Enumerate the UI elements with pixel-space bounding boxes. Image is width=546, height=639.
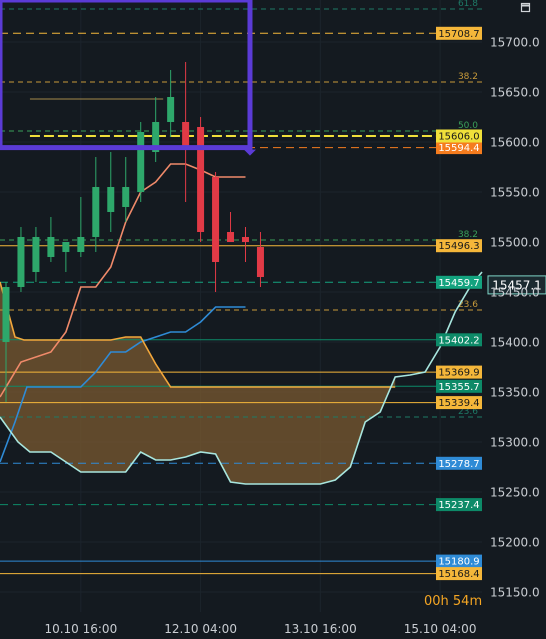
- candle-body: [167, 97, 175, 122]
- y-tick-label: 15500.0: [490, 236, 540, 250]
- candle-body: [62, 242, 70, 252]
- price-tag-label: 15168.4: [438, 569, 479, 580]
- zone-rectangle[interactable]: [0, 0, 253, 151]
- x-tick-label: 15.10 04:00: [404, 622, 477, 636]
- price-tag: [436, 275, 482, 289]
- fib-level-label: 23.6: [458, 407, 478, 417]
- y-tick-label: 15350.0: [490, 386, 540, 400]
- ichimoku-cloud-layer: [0, 282, 396, 484]
- price-tag: [436, 129, 482, 143]
- price-tag: [436, 239, 482, 253]
- indicator-kijun: [0, 306, 246, 463]
- candle-body: [122, 187, 130, 207]
- zone-handle: [243, 149, 256, 156]
- grid-layer: [0, 0, 482, 612]
- fib-level-label: 38.2: [458, 72, 478, 82]
- candle-body: [227, 232, 235, 242]
- candle-body: [152, 122, 160, 152]
- price-tag: [436, 498, 482, 512]
- price-tag-label: 15355.7: [438, 382, 479, 393]
- price-tag-label: 15237.4: [438, 500, 479, 511]
- price-tag: [436, 141, 482, 155]
- price-tag: [436, 379, 482, 393]
- candle-body: [197, 127, 205, 232]
- candle-body: [2, 287, 10, 342]
- y-tick-label: 15400.0: [490, 336, 540, 350]
- candle-body: [182, 122, 190, 147]
- y-tick-label: 15150.0: [490, 586, 540, 600]
- price-tag-label: 15402.2: [438, 335, 479, 346]
- price-tag-label: 15496.3: [438, 241, 479, 252]
- x-tick-label: 13.10 16:00: [284, 622, 357, 636]
- zone-layer[interactable]: [0, 0, 256, 156]
- y-tick-label: 15450.0: [490, 286, 540, 300]
- price-tags-layer: 15708.7 15594.4 15496.3 15459.7 15402.2 15369…: [436, 26, 546, 581]
- x-tick-label: 12.10 04:00: [164, 622, 237, 636]
- price-tag: [436, 396, 482, 410]
- price-tag: [436, 365, 482, 379]
- fib-level-label: 61.8: [458, 0, 478, 9]
- candle-body: [107, 187, 115, 212]
- indicator-lines-layer: [0, 163, 483, 485]
- price-tag-label: 15606.0: [438, 132, 479, 143]
- price-tag-label: 15594.4: [438, 143, 479, 154]
- candle-body: [212, 177, 220, 262]
- price-tag: [436, 456, 482, 470]
- y-tick-label: 15550.0: [490, 186, 540, 200]
- current-price-label: 15457.1: [492, 278, 542, 292]
- x-axis[interactable]: 10.10 16:00 12.10 04:00 13.10 16:00 15.10 0…: [44, 622, 476, 636]
- x-tick-label: 10.10 16:00: [44, 622, 117, 636]
- price-tag: [436, 26, 482, 40]
- price-tag: [436, 567, 482, 581]
- indicator-span_b: [0, 271, 483, 485]
- candle-body: [256, 247, 264, 277]
- price-tag: [436, 554, 482, 568]
- y-axis[interactable]: 15700.0 15650.0 15600.0 15550.0 15500.0 15450…: [490, 36, 540, 600]
- candle-countdown-timer: 00h 54m: [424, 594, 482, 609]
- candle-body: [32, 237, 40, 272]
- candle-body: [137, 132, 145, 192]
- price-tag-label: 15708.7: [438, 29, 479, 40]
- ichimoku-cloud: [0, 282, 396, 484]
- y-tick-label: 15600.0: [490, 136, 540, 150]
- current-price-tag: [487, 275, 546, 295]
- y-tick-label: 15700.0: [490, 36, 540, 50]
- maximize-icon[interactable]: [520, 2, 531, 13]
- candle-body: [17, 237, 25, 287]
- y-tick-label: 15300.0: [490, 436, 540, 450]
- y-tick-label: 15650.0: [490, 86, 540, 100]
- y-tick-label: 15250.0: [490, 486, 540, 500]
- price-tag-label: 15278.7: [438, 459, 479, 470]
- candle-body: [47, 237, 55, 257]
- price-tag-label: 15369.9: [438, 368, 479, 379]
- candle-body: [77, 237, 85, 252]
- price-tag-label: 15180.9: [438, 557, 479, 568]
- y-tick-label: 15200.0: [490, 536, 540, 550]
- price-tag-label: 15459.7: [438, 278, 479, 289]
- price-tag-label: 15339.4: [438, 398, 479, 409]
- fib-levels-layer: 61.8 38.2 50.0 38.2 23.6 23.6: [0, 0, 482, 418]
- fib-level-label: 23.6: [458, 300, 478, 310]
- fib-level-label: 50.0: [458, 121, 478, 131]
- candles-layer: [2, 62, 264, 402]
- fib-level-label: 38.2: [458, 230, 478, 240]
- candle-body: [241, 237, 249, 242]
- candle-body: [92, 187, 100, 237]
- indicator-span_a: [0, 281, 396, 388]
- price-tag: [436, 333, 482, 347]
- indicator-tenkan: [0, 163, 246, 398]
